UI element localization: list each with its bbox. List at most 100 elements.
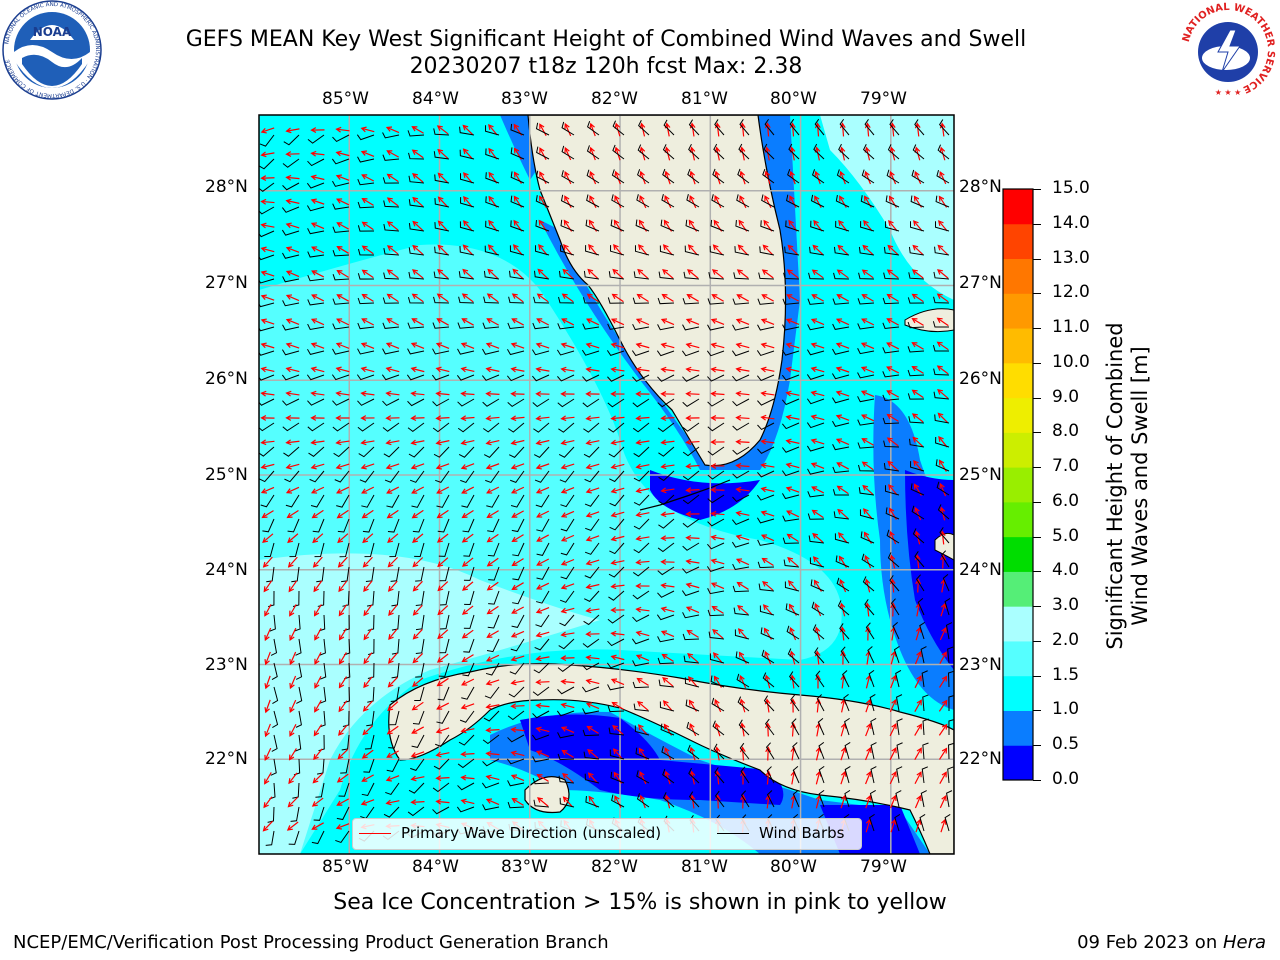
wave-arrow-head [562, 773, 569, 779]
wave-arrow [437, 318, 449, 326]
wave-arrow [289, 651, 297, 665]
wave-arrow-head [311, 512, 318, 519]
wave-arrow [686, 464, 700, 468]
wind-barb [662, 168, 675, 184]
wind-barb [892, 622, 900, 640]
wave-arrow-head [610, 559, 617, 566]
wind-barb [609, 518, 625, 531]
wind-barb [895, 694, 903, 712]
wave-arrow [736, 558, 750, 566]
wind-barb [936, 169, 950, 184]
wave-arrow-head [710, 439, 717, 445]
wave-arrow [636, 416, 650, 420]
wind-barb [732, 494, 750, 503]
wind-barb [259, 398, 275, 406]
wave-arrow [387, 221, 399, 231]
wind-barb [433, 128, 450, 136]
wave-arrow-head [610, 342, 617, 349]
wind-barb [307, 299, 325, 306]
wave-arrow-head [835, 366, 842, 372]
wave-arrow-head [814, 122, 821, 129]
wind-barb [782, 493, 800, 500]
wave-arrow-head [712, 628, 719, 635]
wave-arrow-head [610, 391, 617, 397]
lon-tick-bottom-83w: 83°W [501, 857, 548, 877]
wind-barb [657, 398, 675, 408]
wind-barb [937, 504, 950, 520]
wave-arrow-head [386, 488, 393, 494]
wind-barb [532, 686, 550, 697]
wind-barb [607, 374, 625, 382]
wave-arrow [912, 245, 924, 255]
wind-barb [560, 566, 575, 580]
wave-arrow-head [941, 794, 947, 802]
lon-tick-top-80w: 80°W [770, 89, 817, 109]
wind-barb [558, 422, 575, 433]
wind-barb [582, 638, 600, 648]
wave-arrow [661, 464, 675, 468]
wave-arrow-head [635, 606, 642, 613]
wave-arrow [262, 533, 274, 543]
wind-barb [687, 744, 700, 760]
lat-tick-right-24n: 24°N [959, 560, 1002, 580]
wave-arrow-head [839, 626, 846, 633]
wave-arrow-head [511, 560, 518, 567]
wave-arrow-head [261, 512, 268, 519]
wind-barb [608, 590, 625, 601]
wave-arrow [487, 510, 499, 518]
wave-arrow [261, 392, 275, 396]
wave-arrow [840, 771, 846, 785]
wave-arrow-head [411, 318, 418, 324]
wave-arrow [939, 627, 947, 641]
wave-arrow-head [941, 675, 948, 682]
wave-arrow [712, 269, 724, 279]
colorbar-segment [1003, 328, 1033, 364]
wind-barb [889, 119, 900, 136]
wave-arrow-head [263, 802, 269, 809]
wave-arrow [536, 631, 550, 637]
wave-arrow [816, 123, 820, 137]
wave-arrow-head [435, 366, 442, 373]
wave-arrow-head [790, 698, 796, 705]
wave-arrow [362, 245, 374, 255]
wave-arrow-head [310, 415, 317, 421]
wave-arrow-head [560, 439, 567, 446]
wind-barb [792, 789, 800, 808]
wave-arrow [786, 318, 800, 326]
wave-arrow-head [363, 682, 369, 689]
wind-barb [535, 614, 550, 628]
wave-arrow-head [614, 146, 621, 153]
wind-barb [319, 638, 326, 656]
wave-arrow-head [589, 146, 595, 153]
wave-arrow-head [891, 770, 897, 778]
wave-arrow [461, 343, 475, 349]
wind-barb [459, 221, 475, 232]
wind-barb [415, 566, 425, 582]
wave-arrow [736, 488, 750, 492]
wave-arrow-head [889, 578, 896, 585]
wave-arrow-head [840, 770, 847, 777]
wave-arrow [561, 726, 575, 734]
wave-arrow-head [891, 723, 897, 730]
wave-arrow [811, 486, 825, 494]
wave-arrow [536, 416, 550, 420]
wind-barb [485, 662, 500, 676]
wave-arrow-head [537, 797, 544, 803]
wave-arrow [286, 200, 300, 204]
wave-arrow [336, 151, 350, 157]
wave-arrow [611, 511, 625, 517]
wind-barb [807, 513, 825, 520]
wave-arrow-head [664, 747, 670, 754]
wind-barb [332, 348, 350, 355]
wind-barb [363, 758, 375, 773]
wind-barb [857, 442, 875, 449]
wind-barb [657, 636, 675, 643]
wave-arrow [261, 463, 275, 469]
wind-barb [583, 446, 600, 458]
colorbar-tick-mark [1033, 223, 1041, 225]
wind-barb [832, 489, 850, 496]
wind-barb [681, 590, 700, 597]
wave-arrow [561, 487, 575, 493]
wave-arrow-head [386, 269, 393, 275]
